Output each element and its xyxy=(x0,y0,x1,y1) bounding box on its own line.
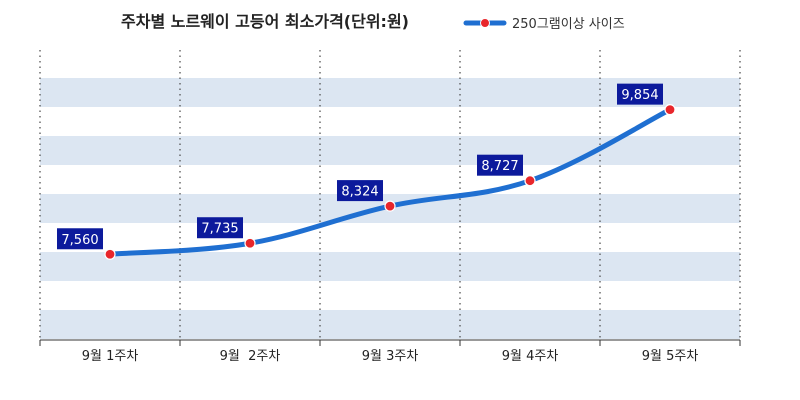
background-bands xyxy=(40,78,740,339)
data-label: 8,727 xyxy=(477,154,523,176)
background-band xyxy=(40,136,740,165)
data-label-text: 8,727 xyxy=(481,159,518,174)
data-labels: 7,560 7,735 8,324 8,727 9,854 xyxy=(57,83,663,250)
data-label: 7,560 xyxy=(57,228,103,250)
data-label-text: 7,560 xyxy=(61,233,98,248)
series-250g xyxy=(104,104,676,260)
data-label-box xyxy=(57,228,103,250)
data-point-marker xyxy=(384,200,396,212)
x-tick-label: 9월 5주차 xyxy=(642,349,699,364)
x-tick-label: 9월 4주차 xyxy=(502,349,559,364)
x-tick-labels: 9월 1주차 9월 2주차 9월 3주차 9월 4주차 9월 5주차 xyxy=(82,349,699,364)
series-line xyxy=(107,107,673,257)
legend-label: 250그램이상 사이즈 xyxy=(512,17,625,32)
x-tick-label: 9월 2주차 xyxy=(220,349,281,364)
data-point-marker xyxy=(524,175,536,187)
x-axis xyxy=(39,339,741,346)
data-point-marker xyxy=(244,237,256,249)
data-label-text: 8,324 xyxy=(341,185,378,200)
chart-title: 주차별 노르웨이 고등어 최소가격(단위:원) xyxy=(121,12,409,31)
data-label-box xyxy=(477,154,523,176)
legend: 250그램이상 사이즈 xyxy=(463,17,625,32)
data-label-box xyxy=(617,83,663,105)
data-label: 7,735 xyxy=(197,217,243,239)
background-band xyxy=(40,310,740,339)
data-label-box xyxy=(337,180,383,202)
legend-marker-swatch xyxy=(480,18,490,28)
data-label: 8,324 xyxy=(337,180,383,202)
data-label-text: 7,735 xyxy=(201,222,238,237)
data-label-text: 9,854 xyxy=(621,88,658,103)
background-band xyxy=(40,252,740,281)
data-point-marker xyxy=(664,104,676,116)
data-label-box xyxy=(197,217,243,239)
data-point-marker xyxy=(104,248,116,260)
x-tick-label: 9월 1주차 xyxy=(82,349,139,364)
x-tick-label: 9월 3주차 xyxy=(362,349,419,364)
data-label: 9,854 xyxy=(617,83,663,105)
